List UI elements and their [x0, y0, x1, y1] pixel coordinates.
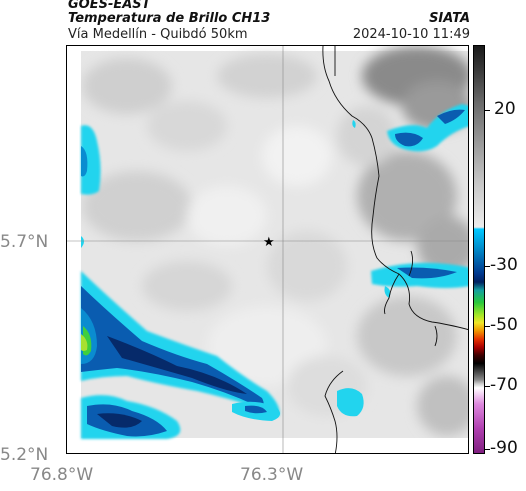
lon-label-76.3: 76.3°W [240, 465, 304, 485]
no-data-left [67, 46, 81, 453]
colorbar-tick [485, 266, 490, 267]
organization-label: SIATA [429, 11, 470, 26]
product-title: Temperatura de Brillo CH13 [68, 11, 271, 26]
lat-label-5.2: 5.2°N [0, 445, 49, 465]
colorbar-label-minus30: -30 [490, 255, 518, 275]
boundaries [322, 46, 468, 453]
colorbar-label-minus50: -50 [490, 315, 518, 335]
no-data-strip [81, 438, 468, 453]
colorbar-tick [485, 110, 490, 111]
satellite-map[interactable]: ★ [66, 45, 469, 454]
colorbar-label-20: 20 [494, 99, 516, 119]
gray-cloud-texture [82, 46, 468, 436]
colorbar-label-minus90: -90 [490, 438, 518, 458]
colorbar-label-minus70: -70 [490, 375, 518, 395]
colorbar-tick [485, 386, 490, 387]
colorbar-tick [485, 449, 490, 450]
cold-clouds [81, 104, 468, 439]
colorbar-tick [485, 326, 490, 327]
colorbar [473, 45, 485, 454]
lat-label-5.7: 5.7°N [0, 232, 49, 252]
satellite-title: GOES-EAST [68, 0, 151, 12]
region-subtitle: Vía Medellín - Quibdó 50km [68, 27, 248, 42]
star-icon: ★ [263, 235, 275, 250]
lon-label-76.8: 76.8°W [30, 465, 94, 485]
timestamp-label: 2024-10-10 11:49 [352, 27, 470, 42]
